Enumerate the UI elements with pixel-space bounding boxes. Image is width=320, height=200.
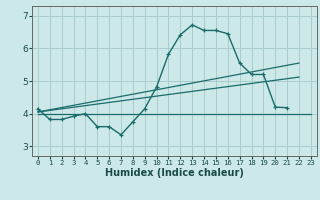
- X-axis label: Humidex (Indice chaleur): Humidex (Indice chaleur): [105, 168, 244, 178]
